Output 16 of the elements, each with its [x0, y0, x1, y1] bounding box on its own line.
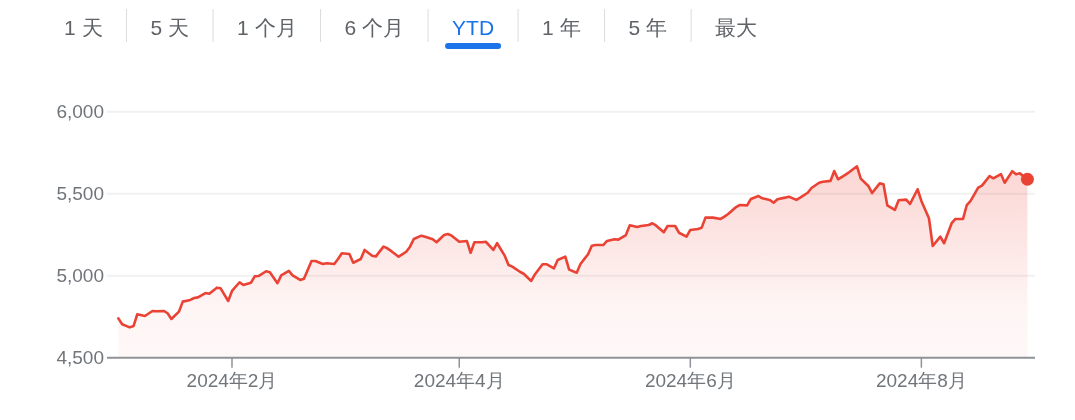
range-tab-label: 1 个月 — [237, 16, 297, 39]
x-tick-label: 2024年2月 — [186, 369, 278, 391]
range-tab-label: 1 年 — [542, 16, 581, 39]
range-tab-selected: YTD — [445, 16, 502, 49]
y-tick-label: 4,500 — [56, 347, 104, 369]
range-tab-label: 1 天 — [64, 16, 103, 39]
x-tick-label: 2024年6月 — [644, 369, 736, 391]
y-tick-label: 6,000 — [56, 101, 104, 123]
y-tick-label: 5,500 — [56, 183, 104, 205]
range-tab-label: 最大 — [715, 16, 758, 39]
range-tab-label: 5 天 — [150, 16, 190, 39]
y-tick-label: 5,000 — [56, 265, 104, 287]
range-tab-label: 6 个月 — [344, 16, 405, 39]
x-tick-label: 2024年4月 — [413, 369, 505, 391]
x-tick-label: 2024年8月 — [875, 369, 967, 391]
range-tab-label: 5 年 — [628, 16, 668, 39]
